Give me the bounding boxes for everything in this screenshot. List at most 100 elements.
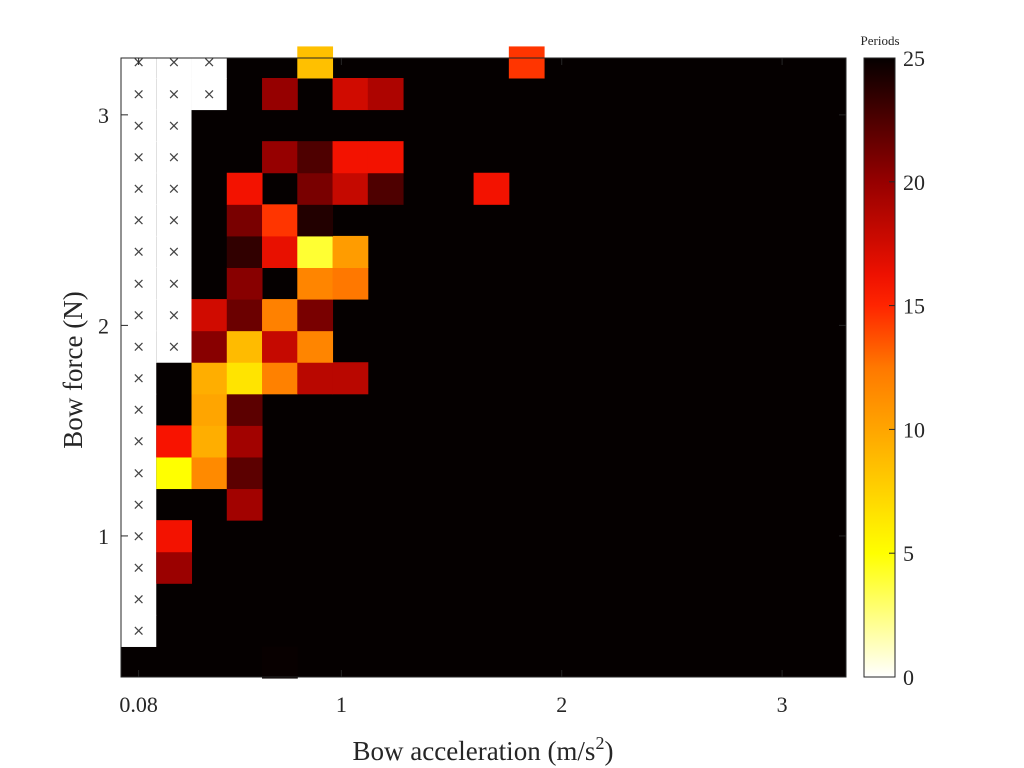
x-tick-label: 2 [556,692,567,717]
heatmap-cell [156,456,193,490]
not-available-mark: × [168,306,181,324]
colorbar-title: Periods [861,33,900,48]
heatmap-cell [156,520,193,553]
x-tick-label: 3 [777,692,788,717]
heatmap-cell [262,330,298,363]
heatmap-cell-na [121,456,157,490]
heatmap-cell-na [121,330,157,363]
heatmap-cell-na [156,46,192,79]
heatmap-cell [297,362,334,395]
heatmap-cell [226,425,263,458]
heatmap-cell [226,299,263,332]
y-axis-label: Bow force (N) [58,291,88,448]
heatmap-cell-na [156,109,192,142]
heatmap-cell [191,362,228,395]
not-available-mark: × [203,85,216,103]
heatmap-cell-na [156,235,192,268]
not-available-mark: × [168,116,181,134]
heatmap-cell-na [121,551,157,584]
heatmap-cell [226,235,263,268]
heatmap-cell-na [121,362,157,395]
x-axis-ticks: 0.08 1 2 3 [119,58,788,717]
heatmap-cell [226,204,263,237]
heatmap-cell [226,267,263,300]
heatmap-cell [332,78,369,111]
heatmap-cell-na [121,78,157,111]
heatmap-cell [297,235,334,268]
heatmap-cell [226,172,263,205]
heatmap-cell [191,425,228,458]
plot-frame [120,57,847,678]
x-tick-label: 1 [336,692,347,717]
heatmap-cell-na [121,267,157,300]
not-available-mark: × [168,274,181,292]
heatmap-cell [226,456,263,490]
not-available-mark: × [132,559,145,577]
heatmap-cell [262,646,298,679]
not-available-mark: × [168,211,181,229]
heatmap-cell-na [121,172,157,205]
not-available-mark: × [132,622,145,640]
heatmap-cell [156,425,193,458]
colorbar-tick-label: 5 [903,541,914,566]
heatmap-cell [297,46,334,79]
not-available-mark: × [132,369,145,387]
not-available-mark: × [132,527,145,545]
heatmap-cell-na [156,78,192,111]
heatmap-cell [226,393,263,426]
heatmap-cell [367,78,404,111]
heatmap-cells [121,46,846,679]
y-tick-label: 2 [98,313,109,338]
heatmap-cell [191,299,228,332]
heatmap-cell [332,172,369,205]
heatmap-cell-na [121,393,157,426]
colorbar-ticks: 0 5 10 15 20 25 [889,46,925,690]
not-available-mark: × [132,116,145,134]
heatmap-cell-na [156,172,192,205]
heatmap-cell-na [191,46,227,79]
not-available-mark: × [132,85,145,103]
not-available-mark: × [132,432,145,450]
not-available-mark: × [168,243,181,261]
y-axis-ticks: 1 2 3 [98,103,846,549]
not-available-mark: × [132,180,145,198]
not-available-mark: × [203,53,216,71]
heatmap-cell [262,362,298,395]
heatmap-cell [226,362,263,395]
heatmap-cell [297,204,334,237]
colorbar-tick-label: 15 [903,294,925,319]
heatmap-cell-na [156,204,192,237]
colorbar-tick-label: 10 [903,417,925,442]
heatmap-cell [297,299,334,332]
heatmap-cell-na [121,141,157,174]
not-available-mark: × [132,148,145,166]
heatmap-cell [262,204,298,237]
heatmap-cell [262,141,298,174]
heatmap-cell [367,172,404,205]
not-available-mark: × [132,495,145,513]
heatmap-cell [262,299,298,332]
heatmap-cell [297,267,334,300]
not-available-mark: × [132,464,145,482]
heatmap-cell-na [121,235,157,268]
heatmap-cell [191,330,228,363]
heatmap-cell [297,141,334,174]
not-available-mark: × [168,337,181,355]
heatmap-cell [332,235,369,268]
heatmap-cell [367,141,404,174]
not-available-mark: × [168,85,181,103]
heatmap-cell [156,551,193,584]
not-available-mark: × [132,211,145,229]
heatmap-cell-na [121,614,157,647]
not-available-mark: × [132,337,145,355]
heatmap-cell-na [191,78,227,111]
colorbar [863,57,896,678]
x-axis-label: Bow acceleration (m/s2) [353,733,614,766]
heatmap-cell-na [121,583,157,616]
heatmap-cell [226,330,263,363]
heatmap-cell [262,78,298,111]
colorbar-tick-label: 25 [903,46,925,71]
heatmap-cell [473,172,510,205]
heatmap-cell-na [156,267,192,300]
